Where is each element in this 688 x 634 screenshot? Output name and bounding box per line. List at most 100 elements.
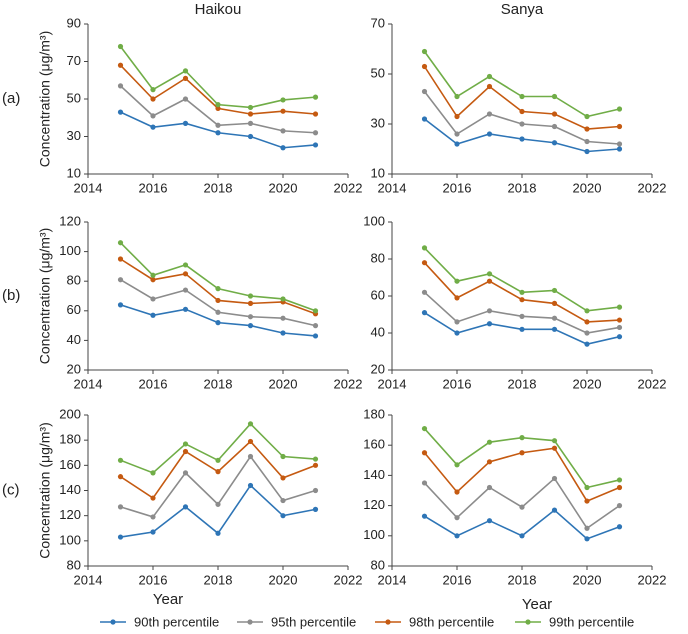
y-axis-label: Concentration (μg/m³) — [37, 31, 53, 167]
y-tick-label: 30 — [67, 128, 81, 143]
y-tick-label: 200 — [59, 406, 81, 421]
data-point — [215, 501, 221, 507]
series-line — [423, 51, 620, 118]
y-axis-label: Concentration (μg/m³) — [37, 228, 53, 364]
data-point — [215, 105, 221, 111]
y-tick-label: 20 — [371, 361, 385, 376]
x-tick-label: 2016 — [443, 572, 472, 587]
data-point — [150, 96, 156, 102]
data-point — [150, 113, 156, 119]
data-point — [519, 326, 525, 332]
y-tick-label: 160 — [59, 457, 81, 472]
y-tick-label: 80 — [371, 557, 385, 572]
x-tick-label: 2020 — [573, 376, 602, 391]
x-tick-label: 2022 — [638, 572, 667, 587]
data-point — [616, 146, 623, 152]
data-point — [312, 142, 319, 148]
x-tick-label: 2014 — [378, 376, 407, 391]
legend-label: 95th percentile — [271, 614, 356, 629]
data-point — [454, 489, 460, 495]
data-point — [616, 106, 623, 112]
x-tick-label: 2014 — [378, 572, 407, 587]
data-point — [312, 308, 319, 314]
data-point — [519, 504, 525, 510]
data-point — [486, 131, 493, 137]
data-point — [519, 108, 525, 115]
data-point — [150, 277, 156, 283]
data-point — [584, 525, 590, 531]
data-point — [150, 514, 156, 520]
data-point — [182, 75, 189, 81]
data-point — [454, 295, 460, 301]
data-point — [454, 330, 460, 336]
data-point — [215, 286, 221, 292]
data-point — [215, 297, 221, 304]
y-tick-label: 60 — [67, 302, 81, 317]
data-point — [421, 63, 428, 70]
data-point — [519, 435, 525, 441]
data-point — [182, 262, 189, 268]
data-point — [486, 83, 493, 90]
data-point — [117, 504, 124, 510]
y-tick-label: 50 — [371, 65, 385, 80]
y-tick-label: 40 — [67, 332, 81, 347]
data-point — [486, 321, 493, 327]
data-point — [551, 300, 558, 306]
data-point — [182, 448, 189, 455]
data-point — [519, 533, 525, 539]
data-point — [312, 333, 319, 339]
data-point — [486, 484, 493, 491]
data-point — [486, 308, 493, 314]
data-point — [421, 450, 428, 456]
data-point — [584, 536, 590, 542]
data-point — [584, 319, 590, 325]
data-point — [215, 130, 221, 136]
data-point — [616, 524, 623, 530]
data-point — [584, 484, 590, 491]
series-line — [120, 111, 316, 149]
data-point — [551, 93, 558, 100]
data-point — [150, 495, 156, 501]
data-point — [551, 111, 558, 117]
data-point — [247, 133, 254, 140]
data-point — [182, 504, 189, 510]
x-tick-label: 2014 — [74, 180, 103, 195]
y-tick-label: 80 — [371, 250, 385, 265]
y-tick-label: 180 — [59, 432, 81, 447]
data-point — [247, 421, 254, 427]
data-point — [182, 470, 189, 476]
data-point — [247, 111, 254, 117]
data-point — [519, 313, 525, 319]
data-point — [247, 453, 254, 460]
y-tick-label: 100 — [59, 243, 81, 258]
data-point — [454, 462, 460, 468]
legend-marker — [525, 619, 531, 625]
data-point — [551, 315, 558, 321]
data-point — [280, 108, 286, 114]
legend-label: 90th percentile — [134, 614, 219, 629]
y-tick-label: 120 — [59, 507, 81, 522]
data-point — [312, 462, 319, 468]
data-point — [312, 506, 319, 512]
x-tick-label: 2016 — [443, 376, 472, 391]
x-tick-label: 2016 — [443, 180, 472, 195]
data-point — [421, 513, 428, 519]
data-point — [519, 121, 525, 127]
data-point — [150, 87, 156, 93]
y-tick-label: 80 — [67, 557, 81, 572]
data-point — [280, 128, 286, 134]
x-tick-label: 2020 — [573, 180, 602, 195]
data-point — [150, 124, 156, 130]
data-point — [247, 293, 254, 299]
data-point — [421, 48, 428, 55]
x-tick-label: 2022 — [334, 180, 363, 195]
data-point — [182, 441, 189, 447]
data-point — [616, 503, 623, 509]
data-point — [486, 111, 493, 117]
data-point — [454, 533, 460, 539]
series-line — [423, 91, 620, 145]
y-tick-label: 140 — [59, 482, 81, 497]
data-point — [486, 439, 493, 445]
data-point — [584, 308, 590, 314]
data-point — [454, 141, 460, 147]
